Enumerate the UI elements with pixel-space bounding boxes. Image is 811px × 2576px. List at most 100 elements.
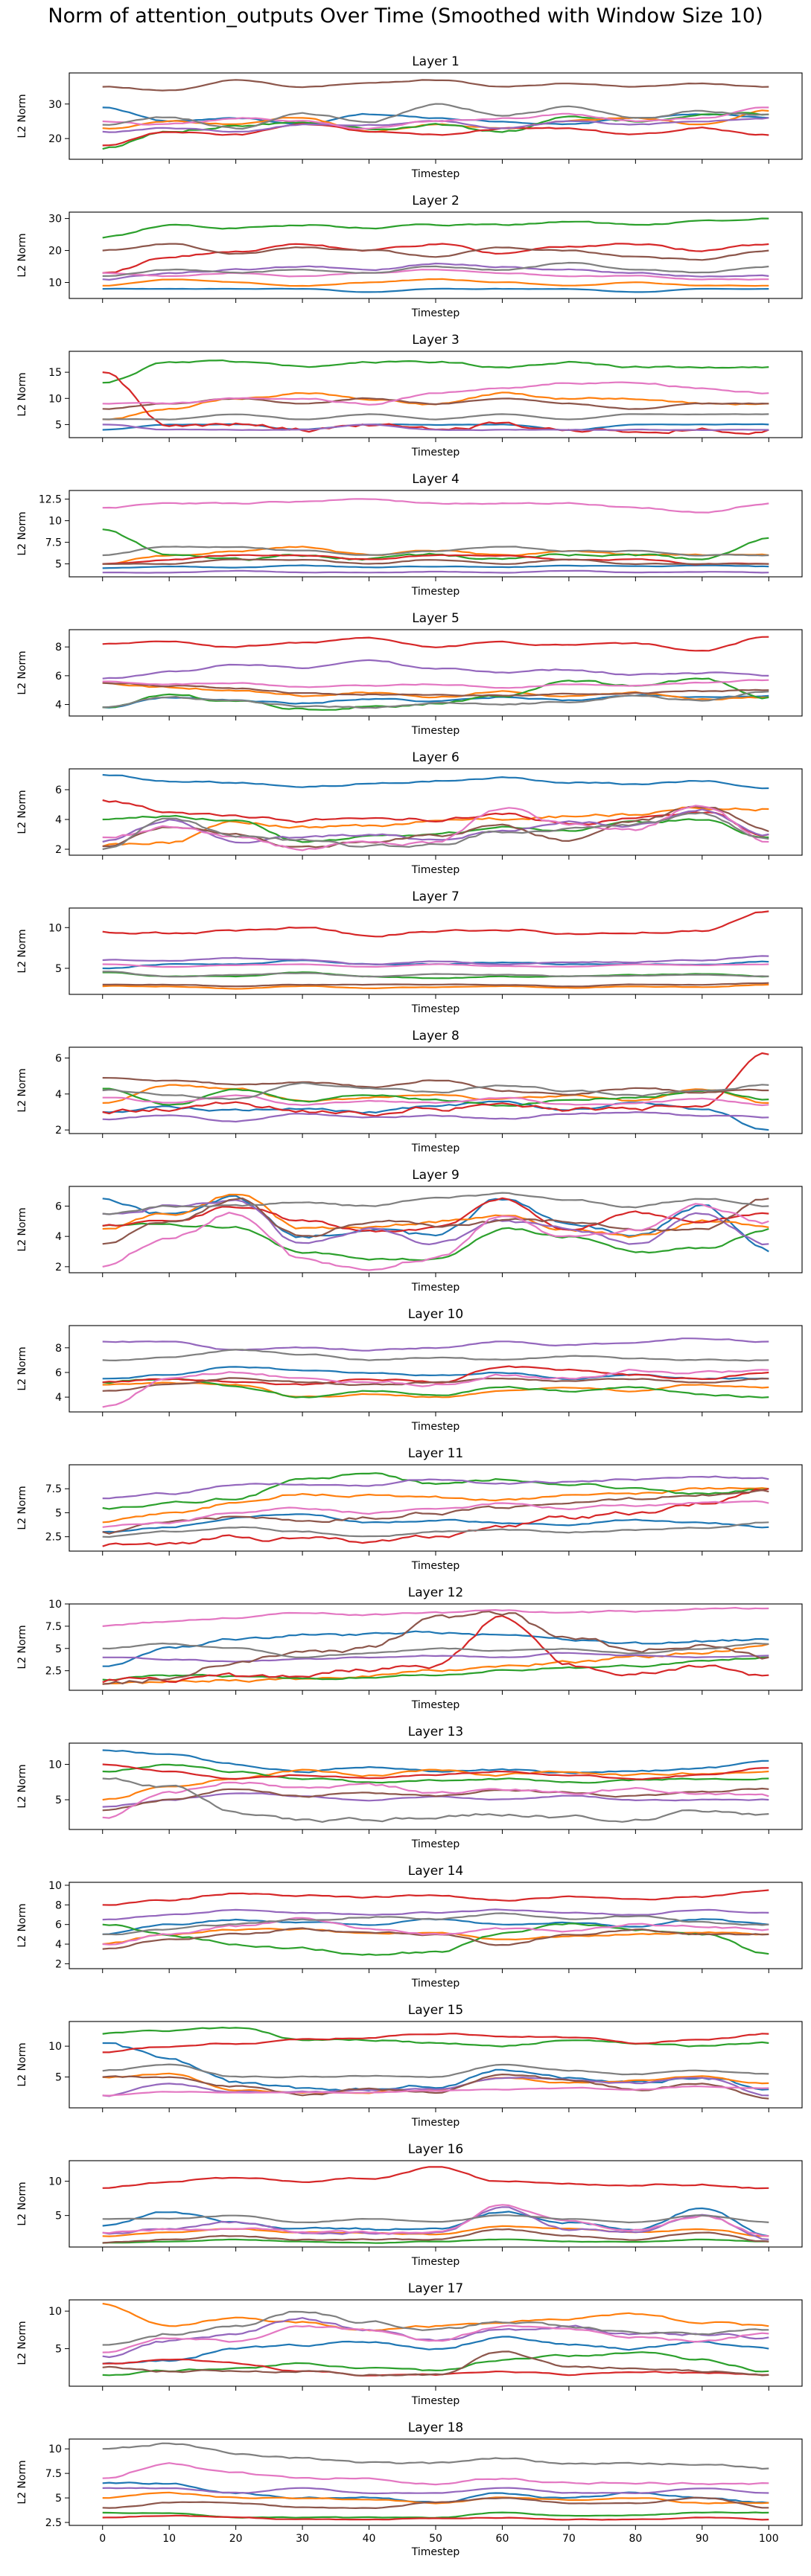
series-line xyxy=(102,2085,769,2097)
y-tick-label: 6 xyxy=(55,1920,62,1931)
series-line xyxy=(102,1611,769,1685)
series-line xyxy=(102,2033,769,2054)
series-line xyxy=(102,799,769,837)
subplot-title: Layer 17 xyxy=(408,2281,463,2296)
subplot-14: Layer 14 2 4 6 8 10 L2 Norm Timestep xyxy=(16,1864,803,1989)
y-tick-label: 6 xyxy=(55,1201,62,1212)
series-group xyxy=(102,2166,769,2244)
y-tick-label: 2 xyxy=(55,1958,62,1970)
figure-title: Norm of attention_outputs Over Time (Smo… xyxy=(48,4,763,28)
y-tick-label: 5 xyxy=(55,2072,62,2084)
y-axis-label: L2 Norm xyxy=(16,1486,28,1530)
y-tick-label: 7.5 xyxy=(45,537,62,549)
x-axis-label: Timestep xyxy=(411,2117,460,2129)
series-group xyxy=(102,773,769,851)
y-tick-label: 20 xyxy=(48,133,62,145)
series-line xyxy=(102,1203,769,1271)
y-tick-label: 6 xyxy=(55,1367,62,1379)
series-group xyxy=(102,2302,769,2377)
series-line xyxy=(102,106,769,130)
y-axis-label: L2 Norm xyxy=(16,94,28,138)
series-line xyxy=(102,910,769,938)
x-tick-label: 0 xyxy=(99,2533,106,2545)
subplot-title: Layer 4 xyxy=(412,472,459,487)
series-line xyxy=(102,1349,769,1362)
y-axis-label: L2 Norm xyxy=(16,1625,28,1669)
x-tick-label: 90 xyxy=(696,2533,709,2545)
x-axis-label: Timestep xyxy=(411,447,460,458)
x-tick-label: 50 xyxy=(429,2533,442,2545)
y-tick-label: 5 xyxy=(55,1507,62,1519)
y-axis-label: L2 Norm xyxy=(16,1207,28,1251)
series-line xyxy=(102,1607,769,1627)
y-axis-label: L2 Norm xyxy=(16,2321,28,2365)
y-tick-label: 8 xyxy=(55,1899,62,1911)
series-line xyxy=(102,1763,769,1780)
y-axis-label: L2 Norm xyxy=(16,511,28,555)
series-line xyxy=(102,2310,769,2346)
series-group xyxy=(102,498,769,574)
series-line xyxy=(102,636,769,652)
series-line xyxy=(102,2207,769,2237)
y-tick-label: 10 xyxy=(48,393,62,405)
y-axis-label: L2 Norm xyxy=(16,1903,28,1947)
series-line xyxy=(102,1337,769,1352)
series-line xyxy=(102,123,769,147)
subplot-10: Layer 10 4 6 8 L2 Norm Timestep xyxy=(16,1307,803,1433)
axes-frame xyxy=(69,907,803,995)
series-line xyxy=(102,2350,769,2377)
series-line xyxy=(102,2491,769,2505)
x-axis-label: Timestep xyxy=(411,1003,460,1015)
x-axis-label: Timestep xyxy=(411,725,460,737)
series-line xyxy=(102,2487,769,2495)
series-line xyxy=(102,2027,769,2048)
series-line xyxy=(102,2351,769,2377)
series-line xyxy=(102,2462,769,2486)
series-line xyxy=(102,569,769,574)
series-line xyxy=(102,1081,769,1100)
y-axis-label: L2 Norm xyxy=(16,1764,28,1808)
series-line xyxy=(102,217,769,239)
series-line xyxy=(102,682,769,697)
y-tick-label: 5 xyxy=(55,2493,62,2505)
series-line xyxy=(102,2358,769,2377)
series-line xyxy=(102,261,769,277)
subplot-6: Layer 6 2 4 6 L2 Norm Timestep xyxy=(16,750,803,876)
series-line xyxy=(102,1500,769,1528)
y-axis-label: L2 Norm xyxy=(16,2460,28,2504)
y-tick-label: 7.5 xyxy=(45,1483,62,1495)
series-line xyxy=(102,397,769,410)
subplot-title: Layer 15 xyxy=(408,2003,463,2018)
series-line xyxy=(102,2514,769,2521)
series-line xyxy=(102,811,769,851)
series-line xyxy=(102,1521,769,1538)
y-tick-label: 7.5 xyxy=(45,1621,62,1633)
series-line xyxy=(102,1787,769,1812)
axes-frame xyxy=(69,1464,803,1552)
series-line xyxy=(102,269,769,281)
series-line xyxy=(102,691,769,709)
series-line xyxy=(102,2496,769,2509)
y-tick-label: 10 xyxy=(48,2306,62,2318)
x-axis-label: Timestep xyxy=(411,1560,460,1572)
series-line xyxy=(102,982,769,988)
y-tick-label: 8 xyxy=(55,1343,62,1355)
x-axis-label: Timestep xyxy=(411,1838,460,1850)
subplot-title: Layer 13 xyxy=(408,1725,463,1739)
subplot-9: Layer 9 2 4 6 L2 Norm Timestep xyxy=(16,1168,803,1294)
subplot-title: Layer 1 xyxy=(412,54,459,69)
series-line xyxy=(102,2238,769,2244)
subplot-16: Layer 16 5 10 L2 Norm Timestep xyxy=(16,2142,803,2268)
series-line xyxy=(102,1792,769,1808)
series-line xyxy=(102,359,769,384)
subplot-title: Layer 7 xyxy=(412,889,459,904)
series-line xyxy=(102,971,769,978)
x-tick-label: 20 xyxy=(229,2533,243,2545)
series-line xyxy=(102,1489,769,1535)
series-line xyxy=(102,2317,769,2359)
subplot-title: Layer 6 xyxy=(412,750,459,765)
x-axis-label: Timestep xyxy=(411,1421,460,1433)
series-line xyxy=(102,1486,769,1524)
series-line xyxy=(102,1763,769,1784)
